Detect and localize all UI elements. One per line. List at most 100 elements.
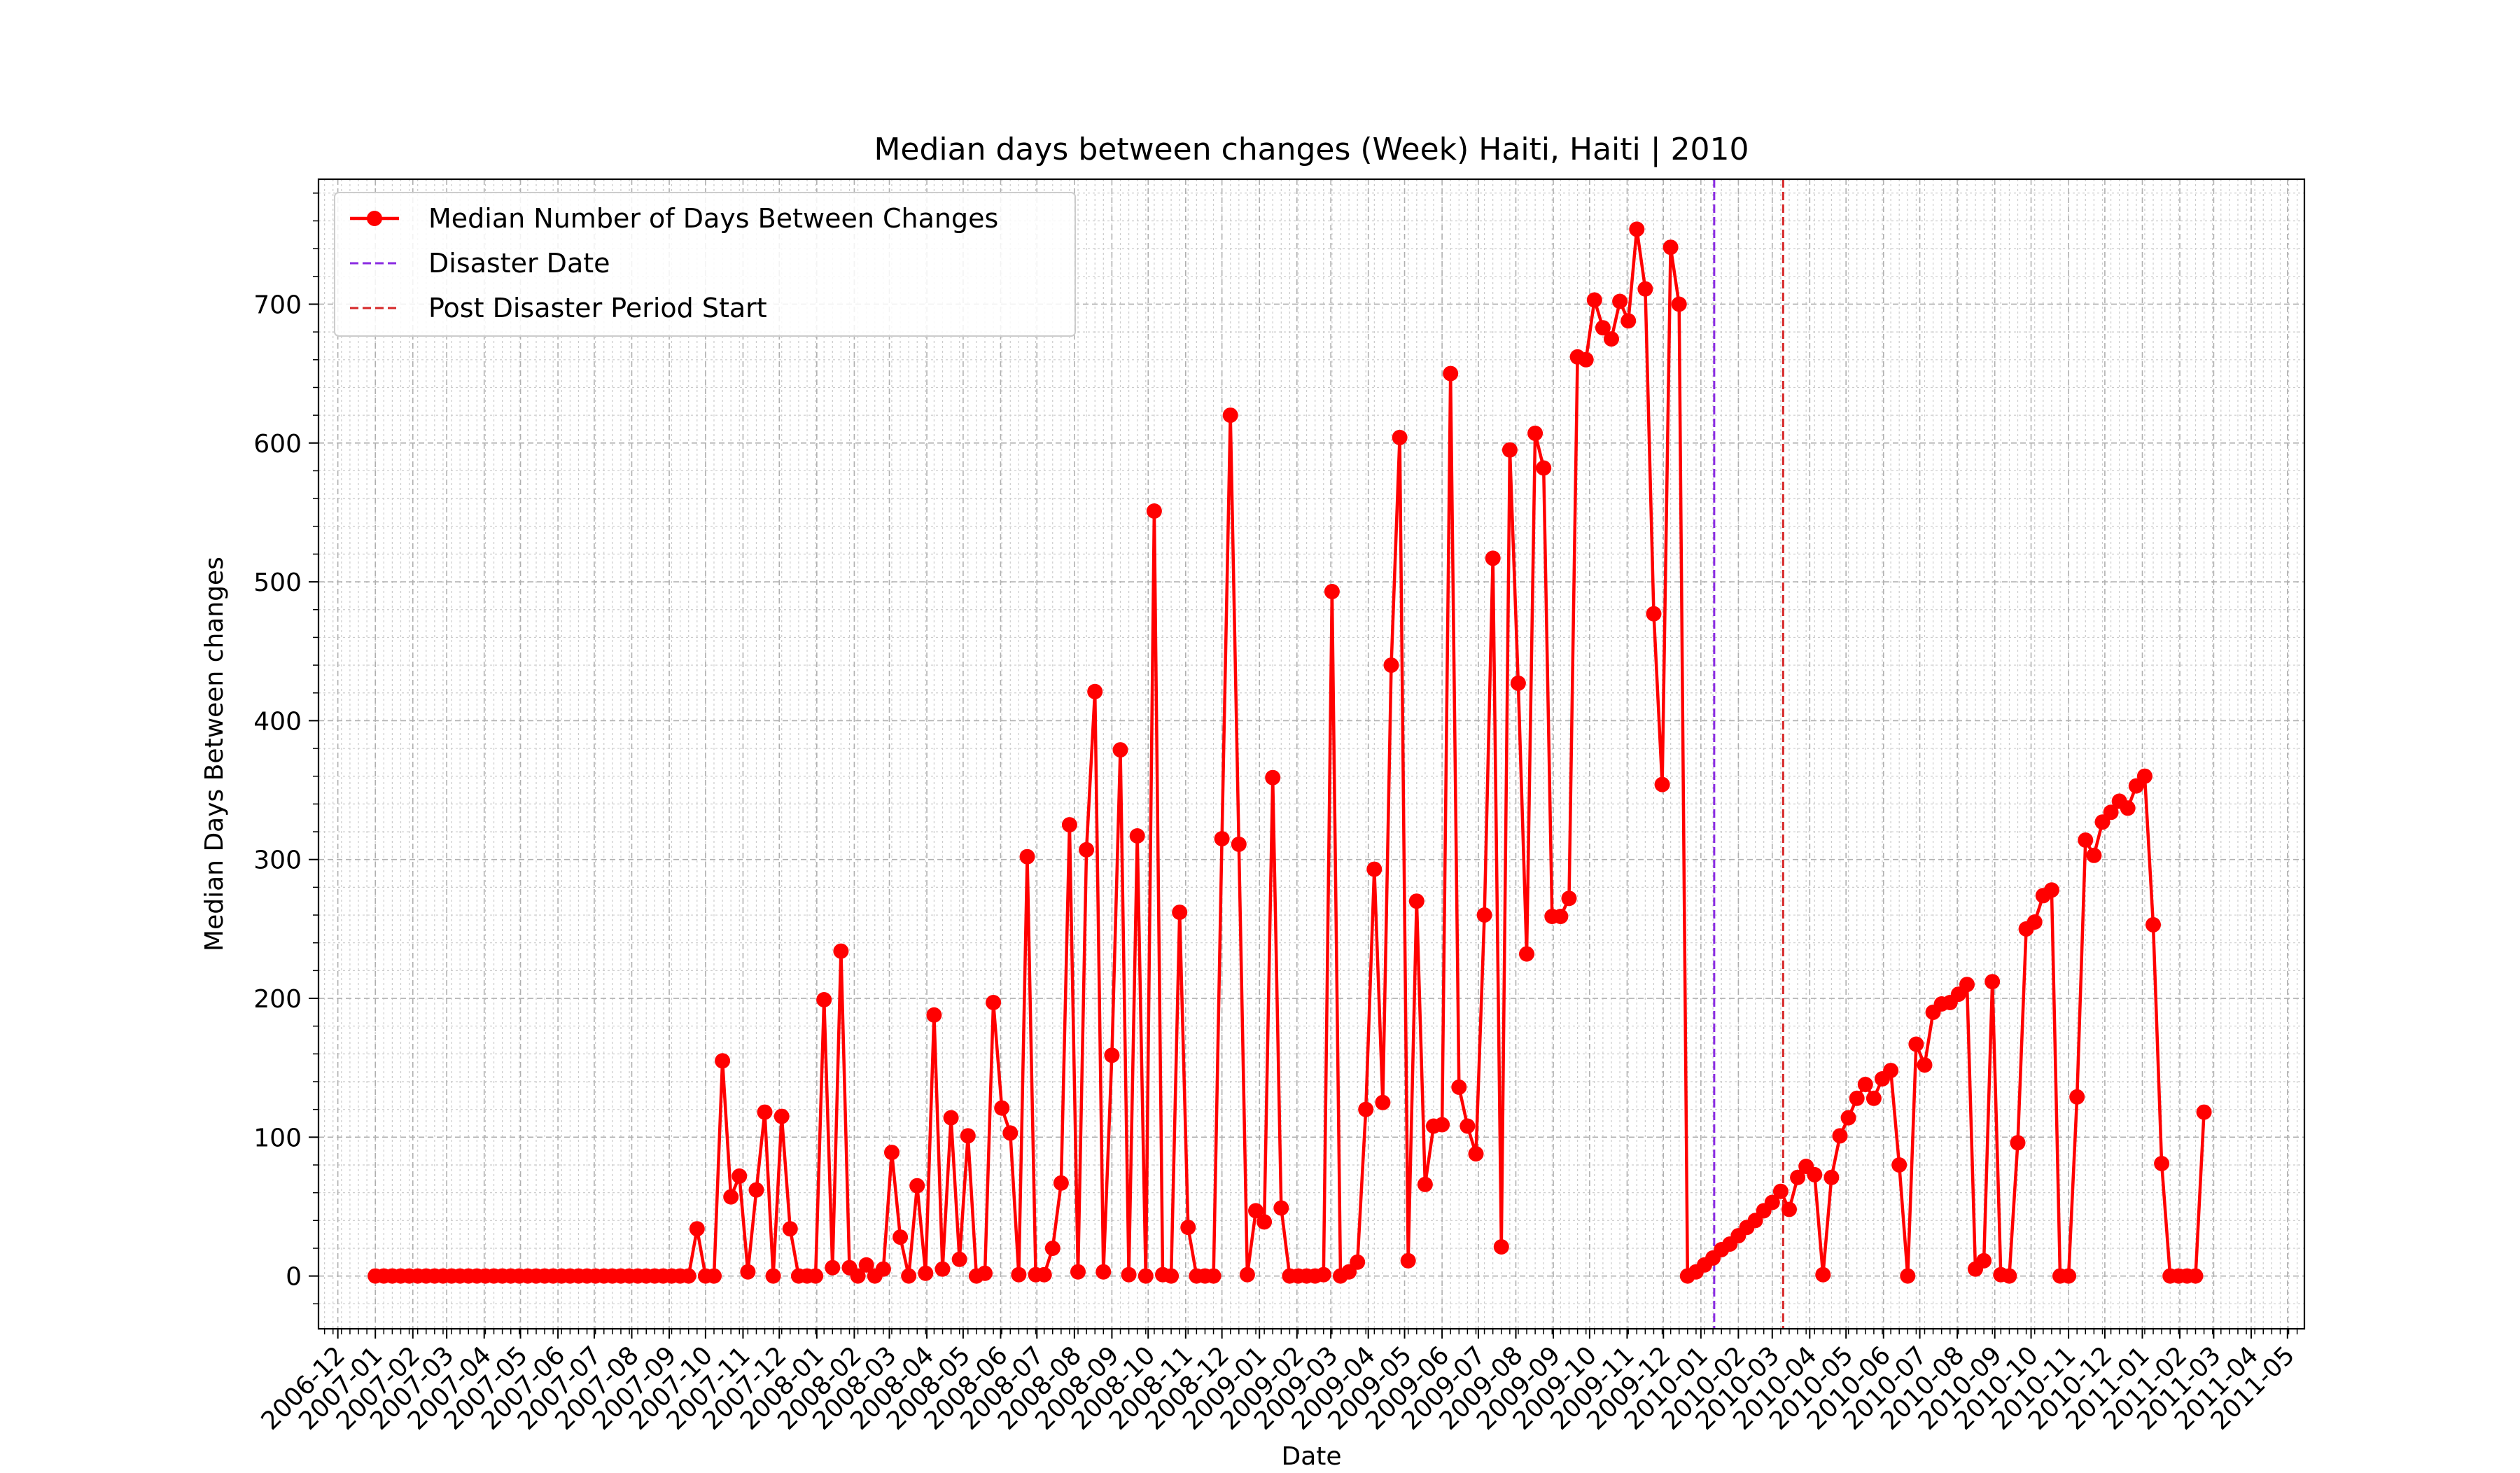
- data-point: [951, 1251, 967, 1267]
- data-point: [1129, 828, 1145, 844]
- data-point: [1857, 1077, 1873, 1092]
- data-point: [1553, 909, 1569, 924]
- data-point: [1815, 1266, 1831, 1283]
- data-point: [748, 1182, 764, 1198]
- data-point: [2010, 1135, 2026, 1151]
- data-point: [1823, 1169, 1840, 1185]
- data-point: [1807, 1166, 1823, 1182]
- data-point: [1468, 1146, 1484, 1162]
- data-point: [782, 1221, 798, 1237]
- data-point: [2078, 832, 2094, 848]
- y-tick-label: 300: [253, 846, 302, 875]
- data-point: [1087, 683, 1103, 699]
- data-point: [892, 1229, 909, 1245]
- data-point: [740, 1264, 756, 1280]
- data-point: [1832, 1128, 1848, 1144]
- data-point: [833, 943, 849, 959]
- data-point: [1400, 1252, 1416, 1269]
- data-point: [1485, 550, 1501, 566]
- data-point: [2043, 882, 2059, 898]
- data-point: [1408, 893, 1424, 909]
- data-point: [1070, 1264, 1086, 1280]
- data-point: [1671, 296, 1687, 312]
- data-point: [1891, 1157, 1907, 1173]
- data-point: [1595, 320, 1611, 336]
- data-point: [1231, 836, 1247, 852]
- data-point: [1146, 503, 1162, 519]
- data-point: [1519, 946, 1534, 962]
- data-point: [2001, 1268, 2017, 1284]
- legend-label-disaster-date: Disaster Date: [428, 248, 610, 279]
- data-point: [1510, 675, 1526, 691]
- data-point: [926, 1007, 942, 1023]
- data-point: [1172, 905, 1188, 921]
- data-point: [1460, 1118, 1476, 1134]
- data-point: [1239, 1266, 1255, 1283]
- data-point: [1502, 442, 1518, 458]
- data-point: [1019, 849, 1035, 865]
- data-point: [1138, 1268, 1154, 1284]
- data-point: [901, 1268, 917, 1284]
- data-point: [1061, 817, 1077, 833]
- legend-label-series: Median Number of Days Between Changes: [428, 203, 998, 234]
- data-point: [1959, 977, 1975, 993]
- data-point: [1002, 1125, 1018, 1141]
- data-point: [977, 1265, 993, 1281]
- data-point: [1324, 584, 1340, 599]
- data-point: [1900, 1268, 1916, 1284]
- data-point: [2136, 768, 2152, 784]
- data-point: [960, 1128, 976, 1144]
- data-point: [1273, 1200, 1289, 1216]
- data-point: [1849, 1090, 1865, 1106]
- data-point: [1561, 891, 1577, 907]
- data-point: [816, 992, 832, 1007]
- data-point: [2146, 916, 2161, 933]
- data-point: [1578, 351, 1594, 368]
- data-point: [884, 1145, 899, 1161]
- data-point: [934, 1261, 951, 1277]
- data-point: [2026, 914, 2043, 930]
- data-point: [2069, 1089, 2085, 1105]
- data-point: [1493, 1239, 1509, 1255]
- data-point: [1790, 1169, 1806, 1185]
- data-point: [1366, 861, 1382, 877]
- data-point: [1604, 331, 1619, 347]
- data-point: [1163, 1268, 1180, 1284]
- data-point: [1840, 1110, 1856, 1126]
- data-point: [2120, 800, 2136, 816]
- data-point: [1222, 407, 1238, 424]
- data-point: [1476, 907, 1492, 923]
- y-tick-label: 500: [253, 568, 302, 597]
- data-point: [1248, 1203, 1264, 1219]
- data-point: [808, 1268, 824, 1284]
- data-point: [1011, 1266, 1027, 1283]
- data-point: [1079, 842, 1095, 858]
- data-point: [1375, 1094, 1391, 1110]
- data-point: [1214, 831, 1230, 846]
- data-point: [1620, 313, 1637, 329]
- data-point: [1865, 1090, 1882, 1106]
- data-point: [1984, 974, 2001, 990]
- data-point: [1112, 742, 1128, 758]
- y-axis-label: Median Days Between changes: [200, 557, 229, 951]
- data-point: [1180, 1220, 1196, 1236]
- y-tick-label: 700: [253, 291, 302, 319]
- legend-label-post-disaster: Post Disaster Period Start: [428, 293, 767, 323]
- data-point: [1772, 1183, 1788, 1199]
- data-point: [1392, 429, 1408, 445]
- data-point: [1612, 293, 1628, 309]
- data-point: [1917, 1057, 1933, 1073]
- data-point: [850, 1268, 866, 1284]
- data-point: [1883, 1063, 1899, 1079]
- data-point: [1121, 1266, 1137, 1283]
- data-point: [2188, 1268, 2204, 1284]
- y-tick-label: 400: [253, 707, 302, 736]
- data-point: [757, 1104, 773, 1120]
- legend-marker-dot: [367, 211, 382, 226]
- data-point: [1637, 281, 1653, 297]
- y-tick-label: 0: [286, 1263, 302, 1292]
- data-point: [1350, 1254, 1366, 1270]
- data-point: [1764, 1194, 1780, 1210]
